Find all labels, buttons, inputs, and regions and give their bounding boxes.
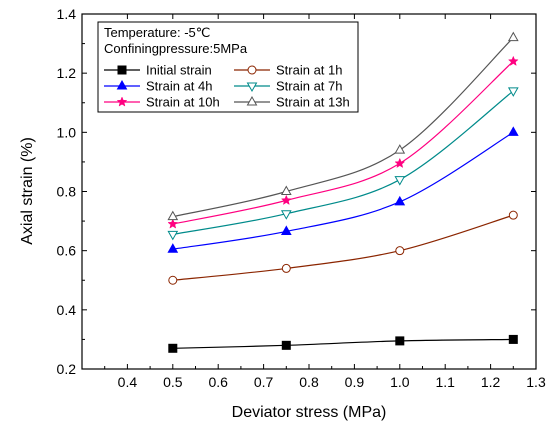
legend-label: Strain at 1h xyxy=(276,63,343,78)
data-point xyxy=(281,340,291,350)
series-line-0 xyxy=(172,338,514,349)
series-line-5 xyxy=(172,37,514,218)
y-tick-label: 1.0 xyxy=(57,124,77,140)
x-tick-label: 1.3 xyxy=(526,374,546,390)
x-tick-label: 0.6 xyxy=(208,374,228,390)
series-line-4 xyxy=(172,60,514,225)
data-point xyxy=(167,210,179,221)
y-tick-label: 0.6 xyxy=(57,243,77,259)
data-point xyxy=(507,55,519,66)
x-tick-label: 0.9 xyxy=(345,374,365,390)
x-tick-label: 1.1 xyxy=(435,374,455,390)
y-tick-label: 1.4 xyxy=(57,6,77,22)
legend-box xyxy=(97,21,359,113)
data-point xyxy=(168,275,178,285)
x-tick-label: 0.5 xyxy=(163,374,183,390)
data-point xyxy=(508,210,518,220)
data-point xyxy=(280,194,292,205)
legend-label: Strain at 13h xyxy=(276,95,350,110)
data-point xyxy=(167,230,179,241)
series-line-2 xyxy=(172,131,514,250)
data-point xyxy=(507,126,519,136)
data-point xyxy=(394,176,406,186)
x-tick-label: 1.2 xyxy=(481,374,501,390)
data-point xyxy=(280,225,292,235)
data-point xyxy=(168,343,178,353)
data-point xyxy=(507,31,519,42)
legend-label: Strain at 7h xyxy=(276,79,343,94)
y-tick-label: 0.4 xyxy=(57,302,77,318)
y-axis-title: Axial strain (%) xyxy=(19,137,36,245)
data-point xyxy=(281,263,291,273)
legend-marker xyxy=(116,79,128,90)
data-point xyxy=(167,243,179,253)
legend-marker xyxy=(246,82,258,93)
data-point xyxy=(394,157,406,168)
legend-label: Initial strain xyxy=(146,63,212,78)
data-point xyxy=(394,195,406,206)
y-tick-label: 0.2 xyxy=(57,361,77,377)
legend: Temperature: -5℃ Confiningpressure:5MPa … xyxy=(97,21,359,113)
legend-annotation-temperature: Temperature: -5℃ xyxy=(104,25,210,40)
series-line-3 xyxy=(172,90,514,235)
data-point xyxy=(507,87,519,97)
y-tick-label: 0.8 xyxy=(57,184,77,200)
x-tick-label: 0.4 xyxy=(118,374,138,390)
data-point xyxy=(167,218,179,229)
legend-marker xyxy=(117,65,127,75)
data-point xyxy=(395,246,405,256)
data-point xyxy=(394,144,406,154)
x-tick-label: 0.8 xyxy=(299,374,319,390)
x-tick-label: 0.7 xyxy=(254,374,274,390)
legend-label: Strain at 10h xyxy=(146,95,220,110)
legend-marker xyxy=(247,65,257,75)
legend-marker xyxy=(116,96,128,107)
legend-label: Strain at 4h xyxy=(146,79,213,94)
data-point xyxy=(395,336,405,346)
y-tick-label: 1.2 xyxy=(57,65,77,81)
data-point xyxy=(280,210,292,220)
x-axis-title: Deviator stress (MPa) xyxy=(232,404,387,421)
legend-annotation-pressure: Confiningpressure:5MPa xyxy=(104,41,248,56)
x-tick-label: 1.0 xyxy=(390,374,410,390)
series-line-1 xyxy=(172,214,514,281)
data-point xyxy=(280,185,292,195)
data-point xyxy=(508,334,518,344)
legend-marker xyxy=(246,95,258,106)
